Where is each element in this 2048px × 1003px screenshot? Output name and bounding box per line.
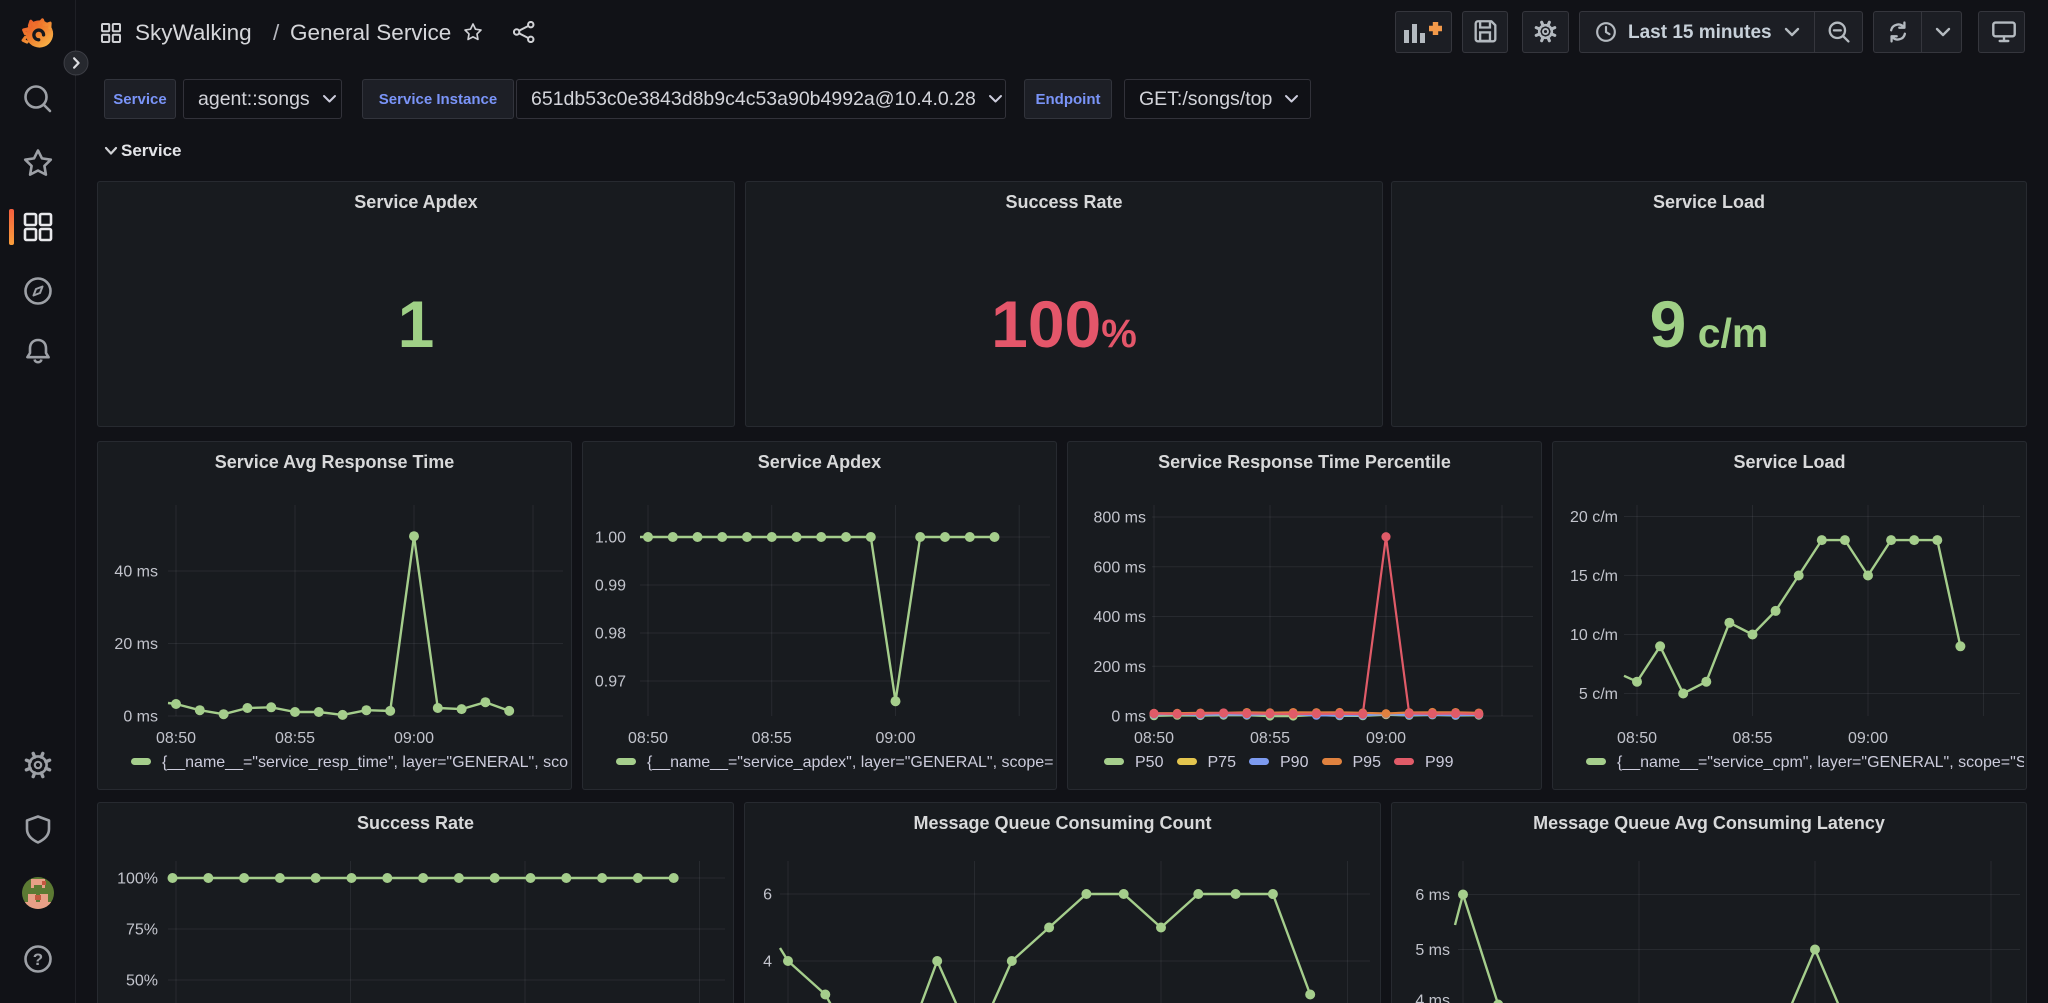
svg-text:4 ms: 4 ms [1415,993,1450,1003]
svg-text:0 ms: 0 ms [1111,709,1146,726]
svg-text:?: ? [33,950,43,969]
svg-text:6: 6 [763,887,772,904]
svg-text:0.98: 0.98 [595,626,626,643]
svg-text:09:00: 09:00 [1848,730,1888,747]
svg-text:09:00: 09:00 [394,730,434,747]
svg-text:08:55: 08:55 [275,730,315,747]
svg-text:10 c/m: 10 c/m [1570,627,1618,644]
svg-text:400 ms: 400 ms [1094,609,1146,626]
svg-text:800 ms: 800 ms [1094,510,1146,527]
svg-text:100%: 100% [117,871,158,888]
svg-text:08:55: 08:55 [1732,730,1772,747]
svg-text:20 ms: 20 ms [114,636,158,653]
svg-text:08:50: 08:50 [1617,730,1657,747]
svg-text:0 ms: 0 ms [123,709,158,726]
svg-text:08:55: 08:55 [752,730,792,747]
svg-text:200 ms: 200 ms [1094,659,1146,676]
svg-text:09:00: 09:00 [1366,730,1406,747]
svg-text:1.00: 1.00 [595,530,626,547]
svg-text:20 c/m: 20 c/m [1570,509,1618,526]
svg-text:0.99: 0.99 [595,578,626,595]
svg-text:15 c/m: 15 c/m [1570,568,1618,585]
svg-text:4: 4 [763,954,772,971]
svg-text:0.97: 0.97 [595,674,626,691]
svg-text:6 ms: 6 ms [1415,887,1450,904]
svg-text:600 ms: 600 ms [1094,559,1146,576]
svg-text:50%: 50% [126,973,158,990]
svg-text:40 ms: 40 ms [114,564,158,581]
svg-text:08:50: 08:50 [1134,730,1174,747]
svg-text:09:00: 09:00 [875,730,915,747]
svg-text:5 ms: 5 ms [1415,942,1450,959]
svg-text:08:55: 08:55 [1250,730,1290,747]
svg-text:08:50: 08:50 [628,730,668,747]
svg-text:08:50: 08:50 [156,730,196,747]
svg-text:75%: 75% [126,922,158,939]
svg-text:5 c/m: 5 c/m [1579,686,1618,703]
